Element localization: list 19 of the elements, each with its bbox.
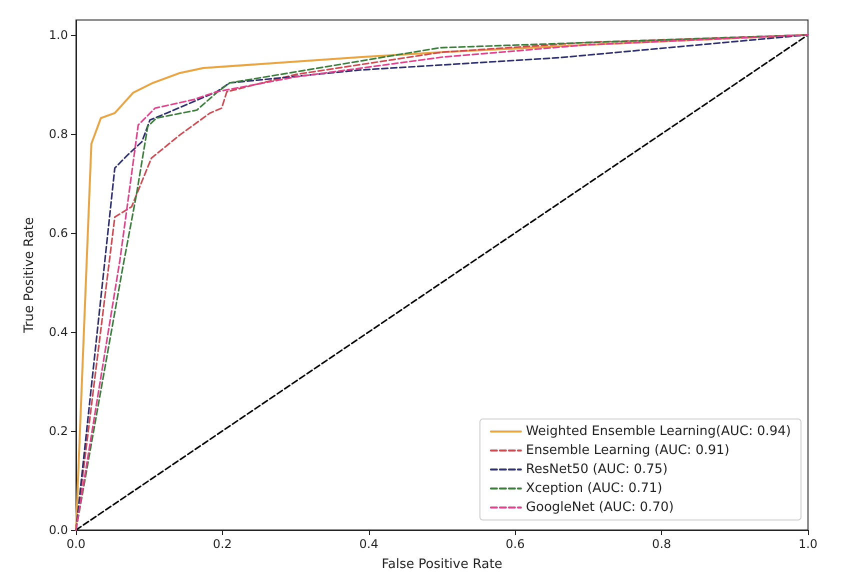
- y-tick-label: 0.4: [48, 324, 68, 339]
- legend-label: Xception (AUC: 0.71): [526, 481, 662, 496]
- y-tick-label: 1.0: [48, 28, 68, 42]
- y-tick-label: 0.2: [48, 424, 68, 438]
- legend-label: GoogleNet (AUC: 0.70): [526, 500, 674, 515]
- x-tick-label: 0.8: [652, 537, 672, 551]
- y-tick-label: 0.8: [48, 126, 68, 141]
- x-tick-label: 0.6: [506, 537, 525, 551]
- legend-label: ResNet50 (AUC: 0.75): [526, 462, 668, 477]
- x-tick-label: 0.4: [359, 537, 378, 551]
- x-tick-label: 0.2: [212, 537, 232, 551]
- y-axis-title: True Positive Rate: [22, 217, 37, 334]
- legend-label: Weighted Ensemble Learning(AUC: 0.94): [526, 424, 791, 439]
- x-tick-label: 0.0: [66, 537, 86, 551]
- legend-label: Ensemble Learning (AUC: 0.91): [526, 443, 730, 458]
- x-tick-label: 1.0: [798, 537, 818, 551]
- x-axis-title: False Positive Rate: [382, 557, 502, 572]
- y-tick-label: 0.6: [48, 226, 68, 240]
- y-tick-label: 0.0: [48, 523, 68, 537]
